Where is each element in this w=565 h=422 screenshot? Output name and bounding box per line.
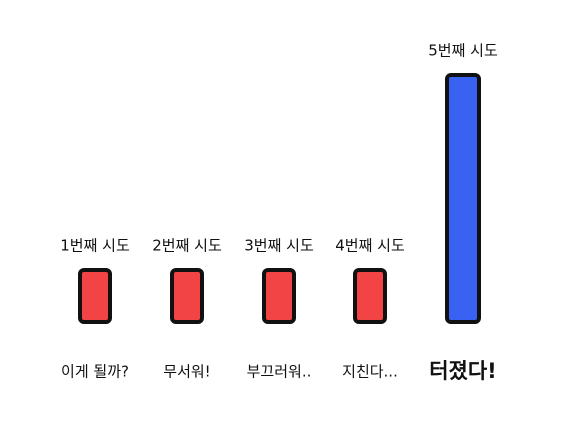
bar xyxy=(78,268,112,324)
bar-label: 1번째 시도 xyxy=(60,237,130,255)
bar-label: 5번째 시도 xyxy=(428,42,498,60)
caption: 부끄러워.. xyxy=(247,363,312,381)
caption: 무서워! xyxy=(163,363,210,381)
bar xyxy=(445,73,481,324)
bar xyxy=(353,268,387,324)
caption: 지친다... xyxy=(342,363,398,381)
caption: 터졌다! xyxy=(429,359,497,383)
caption: 이게 될까? xyxy=(61,363,129,381)
bar-label: 4번째 시도 xyxy=(335,237,405,255)
bar xyxy=(170,268,204,324)
bar xyxy=(262,268,296,324)
bar-label: 3번째 시도 xyxy=(244,237,314,255)
bar-label: 2번째 시도 xyxy=(152,237,222,255)
